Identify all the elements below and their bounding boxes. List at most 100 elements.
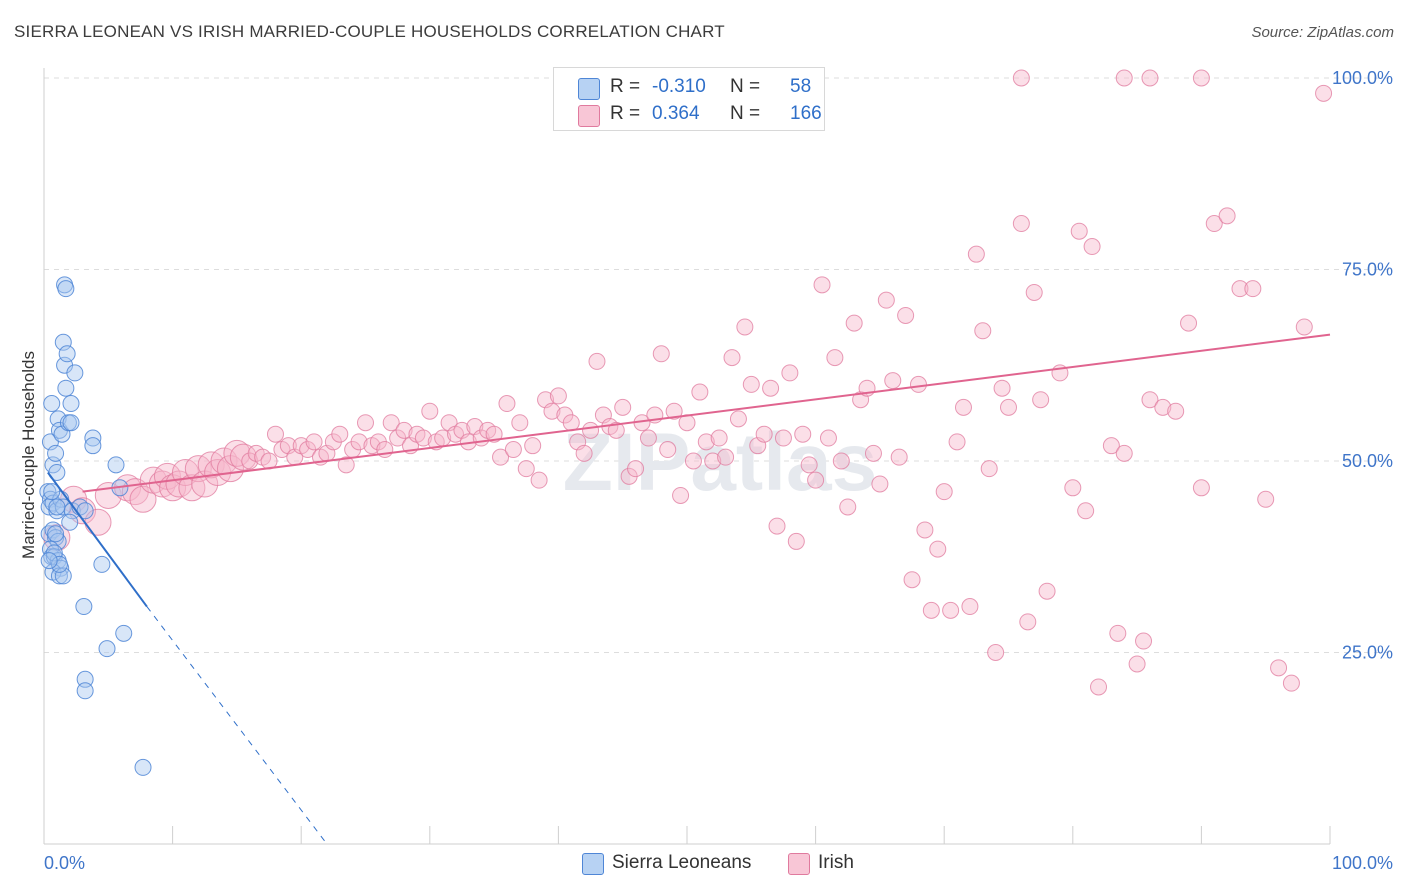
y-tick-label: 100.0% (1332, 68, 1393, 88)
sierra-leonean-point (57, 280, 75, 298)
y-tick-label: 75.0% (1342, 260, 1393, 280)
irish-point (774, 429, 792, 447)
irish-point (1141, 69, 1159, 87)
irish-point (935, 483, 953, 501)
sierra-leonean-point (61, 513, 79, 531)
irish-point (1109, 624, 1127, 642)
n-value: 58 (790, 76, 812, 97)
sierra-leonean-point (62, 395, 80, 413)
irish-point (1218, 207, 1236, 225)
irish-point (1270, 659, 1288, 677)
irish-point (1282, 674, 1300, 692)
irish-point (582, 421, 600, 439)
irish-point (331, 425, 349, 443)
sierra-leonean-point (58, 345, 76, 363)
irish-point (1257, 490, 1275, 508)
irish-point (1032, 391, 1050, 409)
irish-point (710, 429, 728, 447)
r-label: R = (610, 76, 641, 97)
irish-point (819, 429, 837, 447)
n-value: 166 (790, 103, 822, 124)
stats-legend: R = -0.310 N = 58 R = 0.364 N = 166 (553, 67, 825, 131)
irish-point (588, 352, 606, 370)
irish-point (787, 532, 805, 550)
irish-point (575, 444, 593, 462)
irish-point (768, 517, 786, 535)
irish-point (697, 433, 715, 451)
sierra-leonean-points (39, 276, 152, 776)
irish-point (929, 540, 947, 558)
sierra-leonean-point (93, 555, 111, 573)
irish-point (1115, 69, 1133, 87)
irish-point (1102, 437, 1120, 455)
irish-point (1012, 69, 1030, 87)
irish-trend-line (82, 333, 1331, 493)
irish-point (1000, 398, 1017, 416)
irish-point (1128, 655, 1146, 673)
chart-title: SIERRA LEONEAN VS IRISH MARRIED-COUPLE H… (14, 22, 725, 41)
irish-point (922, 601, 940, 619)
n-label: N = (730, 76, 761, 97)
irish-point (954, 398, 972, 416)
source-label: Source: ZipAtlas.com (1251, 24, 1394, 41)
irish-point (485, 425, 503, 443)
trend-lines (47, 333, 1331, 845)
sierra-leonean-point (62, 414, 80, 432)
sierra-leonean-point (66, 364, 84, 382)
irish-point (627, 460, 645, 478)
irish-points (43, 69, 1333, 696)
irish-point (723, 349, 741, 367)
irish-point (871, 475, 889, 493)
sierra-leonean-point (76, 682, 94, 700)
sierra-leonean-point (40, 552, 58, 570)
x-tick-label-start: 0.0% (44, 853, 85, 873)
irish-point (742, 375, 760, 393)
y-tick-label: 25.0% (1342, 643, 1393, 663)
irish-point (704, 452, 722, 470)
irish-point (549, 387, 567, 405)
irish-point (980, 460, 998, 478)
irish-point (864, 444, 882, 462)
sierra-leonean-point (47, 525, 65, 543)
y-tick-label: 50.0% (1342, 451, 1393, 471)
irish-point (903, 571, 921, 589)
sierra-swatch (582, 853, 604, 875)
sierra-leonean-point (43, 483, 61, 501)
sierra-leonean-point (134, 758, 152, 776)
irish-point (1090, 678, 1108, 696)
irish-point (524, 437, 542, 455)
irish-point (762, 379, 780, 397)
irish-point (794, 425, 812, 443)
irish-point (266, 425, 284, 443)
irish-point (1012, 215, 1030, 233)
irish-point (492, 448, 510, 466)
irish-point (639, 429, 657, 447)
n-label: N = (730, 103, 761, 124)
sierra-leonean-point (47, 444, 65, 462)
irish-point (543, 402, 561, 420)
sierra-leonean-point (48, 498, 66, 516)
irish-point (614, 398, 632, 416)
irish-point (877, 291, 895, 309)
irish-point (967, 245, 985, 263)
irish-point (607, 421, 625, 439)
irish-point (826, 349, 844, 367)
irish-point (337, 456, 355, 474)
irish-point (1205, 215, 1223, 233)
irish-point (1295, 318, 1313, 336)
sierra-leonean-point (43, 395, 61, 413)
irish-point (845, 314, 863, 332)
irish-point (1141, 391, 1159, 409)
irish-point (736, 318, 754, 336)
irish-point (1167, 402, 1185, 420)
irish-point (562, 414, 580, 432)
irish-point (884, 372, 902, 390)
irish-point (665, 402, 683, 420)
irish-point (414, 429, 432, 447)
irish-point (800, 456, 818, 474)
irish-point (1192, 479, 1210, 497)
sierra-leonean-point (115, 624, 133, 642)
irish-point (1025, 283, 1043, 301)
sierra-leonean-trend-line (47, 471, 148, 608)
r-value: 0.364 (652, 103, 700, 124)
